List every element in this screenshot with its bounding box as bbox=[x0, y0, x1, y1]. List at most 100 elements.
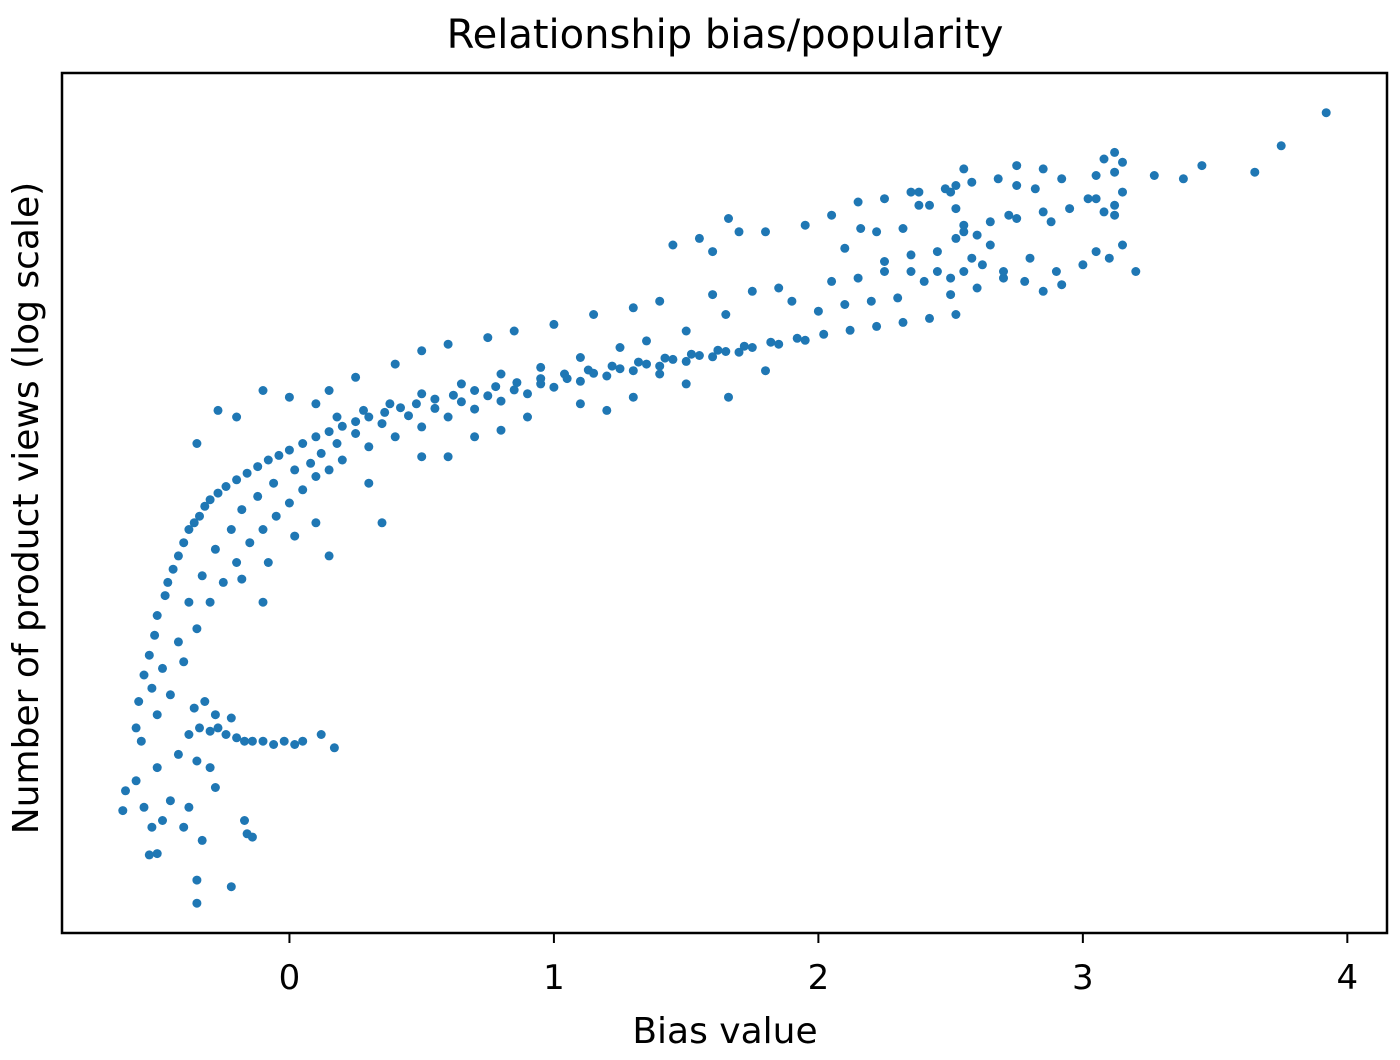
scatter-point bbox=[232, 558, 242, 567]
scatter-point bbox=[263, 455, 273, 465]
scatter-point bbox=[1276, 141, 1286, 151]
scatter-point bbox=[589, 368, 599, 378]
scatter-point bbox=[279, 736, 289, 746]
scatter-point bbox=[549, 319, 559, 329]
scatter-point bbox=[496, 396, 506, 406]
scatter-point bbox=[205, 726, 215, 736]
scatter-point bbox=[660, 353, 670, 363]
scatter-point bbox=[959, 220, 969, 230]
scatter-point bbox=[1104, 253, 1114, 263]
scatter-point bbox=[607, 361, 617, 371]
scatter-point bbox=[311, 399, 321, 409]
scatter-point bbox=[179, 538, 189, 548]
scatter-point bbox=[139, 802, 149, 812]
scatter-point bbox=[724, 214, 733, 223]
scatter-point bbox=[993, 174, 1003, 184]
scatter-point bbox=[747, 286, 757, 296]
scatter-point bbox=[118, 806, 128, 816]
scatter-point bbox=[195, 511, 204, 521]
scatter-point bbox=[443, 452, 453, 462]
scatter-point bbox=[747, 343, 757, 352]
scatter-point bbox=[189, 518, 199, 528]
scatter-point bbox=[642, 336, 651, 346]
scatter-point bbox=[324, 386, 334, 395]
scatter-point bbox=[1004, 210, 1014, 220]
scatter-point bbox=[253, 462, 263, 472]
scatter-point bbox=[192, 898, 202, 908]
scatter-points bbox=[118, 108, 1331, 908]
scatter-point bbox=[959, 267, 969, 276]
scatter-point bbox=[218, 577, 228, 587]
scatter-point bbox=[316, 448, 326, 458]
scatter-point bbox=[242, 468, 252, 478]
scatter-point bbox=[1099, 154, 1109, 164]
scatter-point bbox=[152, 611, 162, 620]
scatter-point bbox=[946, 273, 956, 283]
scatter-point bbox=[496, 369, 506, 379]
scatter-point bbox=[1012, 214, 1022, 223]
scatter-point bbox=[787, 296, 797, 306]
scatter-point bbox=[131, 723, 141, 733]
scatter-point bbox=[483, 391, 493, 401]
scatter-point bbox=[536, 362, 546, 372]
scatter-point bbox=[213, 488, 223, 498]
scatter-point bbox=[1065, 204, 1075, 214]
scatter-point bbox=[766, 337, 776, 347]
scatter-point bbox=[853, 197, 863, 207]
scatter-point bbox=[1099, 207, 1109, 217]
scatter-point bbox=[210, 783, 220, 792]
scatter-point bbox=[247, 832, 257, 842]
scatter-point bbox=[523, 412, 532, 422]
scatter-point bbox=[1057, 174, 1067, 184]
scatter-point bbox=[1250, 167, 1260, 177]
scatter-point bbox=[443, 412, 453, 422]
scatter-point bbox=[589, 310, 599, 319]
scatter-point bbox=[1057, 280, 1067, 290]
scatter-point bbox=[396, 403, 405, 413]
x-tick-label: 3 bbox=[1072, 958, 1094, 998]
scatter-point bbox=[972, 283, 982, 293]
scatter-point bbox=[324, 465, 334, 475]
scatter-point bbox=[158, 663, 167, 673]
scatter-point bbox=[686, 349, 696, 359]
scatter-point bbox=[269, 478, 279, 488]
scatter-point bbox=[602, 405, 612, 415]
scatter-point bbox=[221, 730, 231, 739]
scatter-point bbox=[311, 432, 321, 442]
scatter-point bbox=[898, 317, 908, 327]
scatter-point bbox=[173, 749, 183, 759]
scatter-point bbox=[1083, 194, 1093, 204]
scatter-point bbox=[655, 361, 665, 371]
scatter-point bbox=[602, 371, 612, 381]
scatter-point bbox=[491, 382, 501, 392]
scatter-point bbox=[668, 240, 678, 250]
scatter-point bbox=[298, 439, 308, 448]
scatter-point bbox=[192, 875, 202, 885]
scatter-point bbox=[443, 339, 453, 349]
scatter-point bbox=[232, 475, 242, 485]
scatter-point bbox=[761, 227, 770, 237]
scatter-point bbox=[173, 551, 183, 561]
scatter-point bbox=[200, 501, 210, 511]
scatter-point bbox=[932, 267, 942, 276]
scatter-point bbox=[951, 310, 961, 319]
scatter-point bbox=[856, 224, 866, 233]
scatter-point bbox=[247, 736, 257, 746]
scatter-point bbox=[152, 710, 162, 720]
scatter-point bbox=[681, 379, 691, 389]
scatter-point bbox=[1025, 253, 1035, 263]
scatter-point bbox=[152, 849, 162, 859]
scatter-point bbox=[1012, 181, 1022, 190]
scatter-point bbox=[1131, 267, 1141, 276]
scatter-point bbox=[284, 445, 294, 455]
scatter-point bbox=[139, 670, 149, 680]
scatter-point bbox=[840, 300, 850, 309]
scatter-point bbox=[240, 736, 249, 746]
scatter-point bbox=[404, 411, 413, 421]
scatter-point bbox=[121, 786, 130, 796]
scatter-point bbox=[509, 326, 519, 336]
scatter-point bbox=[1091, 194, 1101, 204]
scatter-point bbox=[655, 296, 665, 306]
scatter-point bbox=[269, 740, 279, 749]
